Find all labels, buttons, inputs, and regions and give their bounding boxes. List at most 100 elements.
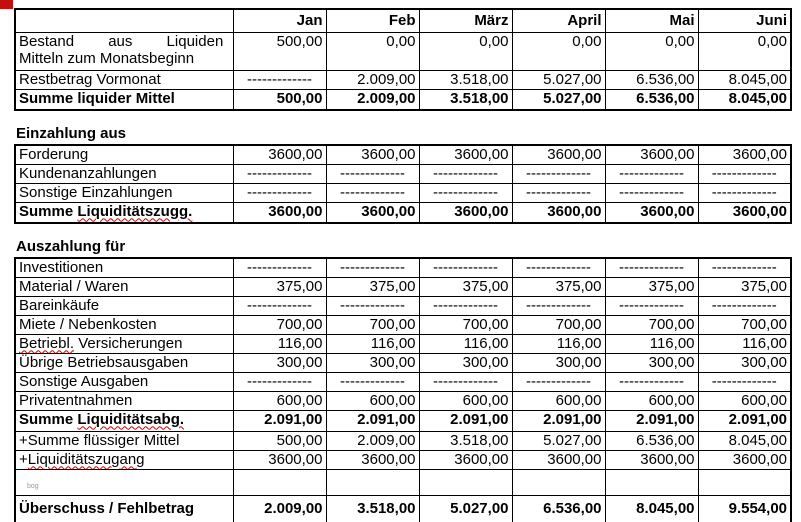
value-cell: 5.027,00 bbox=[511, 430, 606, 451]
value-cell: 5.027,00 bbox=[511, 88, 606, 111]
faint-watermark-text: bog bbox=[27, 482, 39, 490]
value-cell: 116,00 bbox=[697, 333, 792, 354]
value-cell bbox=[604, 468, 699, 496]
value-cell: 375,00 bbox=[232, 276, 327, 297]
table-row: Bareinkäufe ------------- ------------- ---… bbox=[14, 295, 792, 316]
value-cell: 600,00 bbox=[418, 390, 513, 411]
value-cell bbox=[511, 468, 606, 496]
value-cell: 3.518,00 bbox=[418, 88, 513, 111]
row-label-text: Investitionen bbox=[19, 259, 104, 276]
value-cell: 0,00 bbox=[604, 31, 699, 71]
row-label: Privatentnahmen bbox=[14, 390, 234, 411]
table-row: Bestand aus Liquiden Mitteln zum Monatsbe… bbox=[14, 31, 792, 71]
value-cell: 700,00 bbox=[697, 314, 792, 335]
value-cell: ------------- bbox=[325, 371, 420, 392]
row-label-text: Bestand aus Liquiden bbox=[19, 32, 224, 50]
row-label: Material / Waren bbox=[14, 276, 234, 297]
value-cell: 6.536,00 bbox=[604, 69, 699, 90]
value-cell: 0,00 bbox=[418, 31, 513, 71]
row-label: Bestand aus Liquiden Mitteln zum Monatsbe… bbox=[14, 31, 234, 71]
value-cell: ------------- bbox=[604, 295, 699, 316]
value-cell: ------------- bbox=[325, 182, 420, 203]
row-label-text: Sonstige Einzahlungen bbox=[19, 183, 173, 201]
value-cell: ------------- bbox=[604, 163, 699, 184]
value-cell: ------------- bbox=[418, 182, 513, 203]
value-cell: ------------- bbox=[604, 257, 699, 278]
value-cell: 700,00 bbox=[418, 314, 513, 335]
value-cell: ------------- bbox=[418, 371, 513, 392]
row-label-text-marked: Betriebl. bbox=[19, 334, 75, 352]
section-heading-auszahlung: Auszahlung für bbox=[16, 238, 126, 255]
value-cell: 375,00 bbox=[697, 276, 792, 297]
value-cell: ------------- bbox=[511, 257, 606, 278]
row-label: Summe liquider Mittel bbox=[14, 88, 234, 111]
value-cell: 2.009,00 bbox=[325, 69, 420, 90]
value-cell: ------------- bbox=[232, 163, 327, 184]
value-cell: 3600,00 bbox=[232, 201, 327, 224]
value-cell: 116,00 bbox=[511, 333, 606, 354]
value-cell: ------------- bbox=[418, 163, 513, 184]
table-row: Summe Liquiditätsabg. 2.091,00 2.091,00 2.0… bbox=[14, 409, 792, 432]
row-label: +Liquiditätszugang bbox=[14, 449, 234, 470]
value-cell: ------------- bbox=[697, 163, 792, 184]
value-cell: 3600,00 bbox=[511, 201, 606, 224]
value-cell: 2.009,00 bbox=[325, 88, 420, 111]
value-cell: 600,00 bbox=[325, 390, 420, 411]
value-cell: 300,00 bbox=[604, 352, 699, 373]
value-cell: 500,00 bbox=[232, 430, 327, 451]
row-label-text-marked: Liquiditätszugang bbox=[27, 450, 145, 468]
value-cell: 600,00 bbox=[697, 390, 792, 411]
value-cell: 8.045,00 bbox=[697, 88, 792, 111]
table-row: Betriebl. Versicherungen 116,00 116,00 116,… bbox=[14, 333, 792, 354]
value-cell: 300,00 bbox=[697, 352, 792, 373]
value-cell: 2.091,00 bbox=[418, 409, 513, 432]
value-cell: 600,00 bbox=[604, 390, 699, 411]
value-cell: 116,00 bbox=[325, 333, 420, 354]
value-cell: 375,00 bbox=[418, 276, 513, 297]
column-header-april: April bbox=[511, 8, 606, 33]
value-cell: 2.091,00 bbox=[604, 409, 699, 432]
value-cell: ------------- bbox=[697, 182, 792, 203]
row-label: Forderung bbox=[14, 144, 234, 165]
value-cell: 3600,00 bbox=[232, 144, 327, 165]
value-cell: ------------- bbox=[232, 257, 327, 278]
value-cell: ------------- bbox=[511, 371, 606, 392]
table-row: Investitionen ------------- ------------- -… bbox=[14, 257, 792, 278]
value-cell: ------------- bbox=[604, 371, 699, 392]
column-header-feb: Feb bbox=[325, 8, 420, 33]
value-cell: ------------- bbox=[511, 295, 606, 316]
row-label: Sonstige Ausgaben bbox=[14, 371, 234, 392]
value-cell: ------------- bbox=[697, 295, 792, 316]
value-cell: 3600,00 bbox=[604, 449, 699, 470]
value-cell: 6.536,00 bbox=[511, 494, 606, 522]
table-row: Übrige Betriebsausgaben 300,00 300,00 300,0… bbox=[14, 352, 792, 373]
row-label-text: +Summe flüssiger Mittel bbox=[19, 431, 180, 449]
row-label-text: Versicherungen bbox=[74, 334, 183, 352]
row-label: Überschuss / Fehlbetrag bbox=[14, 494, 234, 522]
column-header-mai: Mai bbox=[604, 8, 699, 33]
column-header-juni: Juni bbox=[697, 8, 792, 33]
value-cell: 8.045,00 bbox=[697, 430, 792, 451]
value-cell: ------------- bbox=[325, 257, 420, 278]
value-cell: 9.554,00 bbox=[697, 494, 792, 522]
row-label: Betriebl. Versicherungen bbox=[14, 333, 234, 354]
row-label-text-marked: Liquiditätsabg. bbox=[77, 410, 185, 428]
row-label-text: Mitteln zum Monatsbeginn bbox=[19, 49, 195, 67]
value-cell: 2.091,00 bbox=[511, 409, 606, 432]
value-cell: 600,00 bbox=[511, 390, 606, 411]
value-cell: 700,00 bbox=[604, 314, 699, 335]
value-cell: 3.518,00 bbox=[325, 494, 420, 522]
value-cell: ------------- bbox=[697, 371, 792, 392]
value-cell: 300,00 bbox=[325, 352, 420, 373]
table-liquide-mittel: Jan Feb März April Mai Juni Bestand aus Liquid… bbox=[14, 8, 792, 111]
table-row: +Liquiditätszugang 3600,00 3600,00 3600,00 3… bbox=[14, 449, 792, 470]
value-cell: ------------- bbox=[325, 295, 420, 316]
value-cell bbox=[232, 468, 327, 496]
value-cell: 375,00 bbox=[511, 276, 606, 297]
row-label: Kundenanzahlungen bbox=[14, 163, 234, 184]
value-cell: 5.027,00 bbox=[418, 494, 513, 522]
value-cell: 2.009,00 bbox=[325, 430, 420, 451]
value-cell: 300,00 bbox=[511, 352, 606, 373]
value-cell: 3600,00 bbox=[325, 449, 420, 470]
value-cell: 2.009,00 bbox=[232, 494, 327, 522]
